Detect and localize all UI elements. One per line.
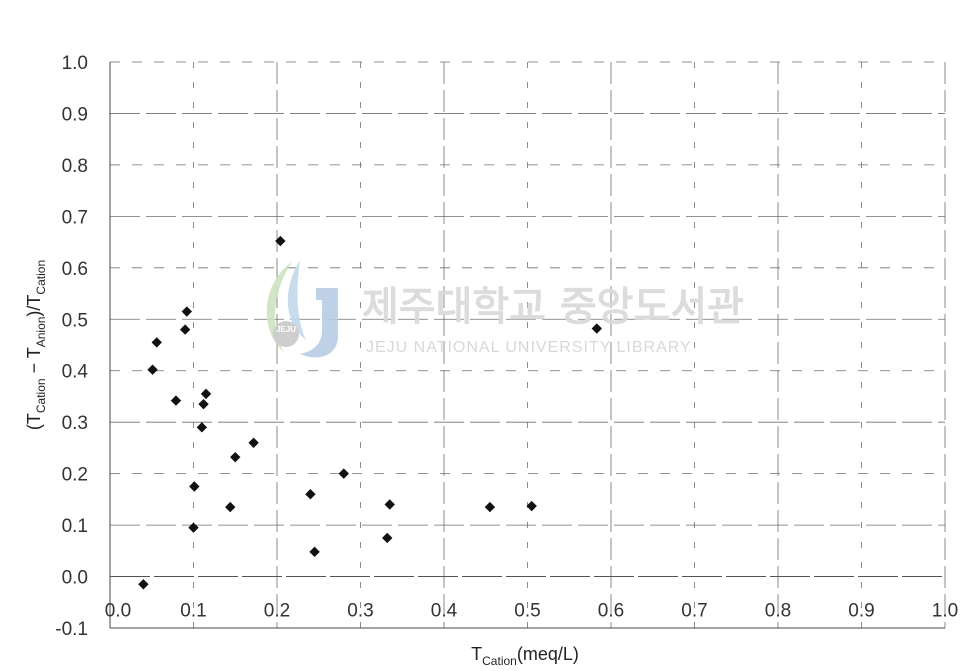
y-tick-label: 0.1 — [62, 516, 88, 537]
y-tick-label: 0.2 — [62, 465, 88, 486]
data-point — [225, 501, 236, 513]
watermark-english: JEJU NATIONAL UNIVERSITY LIBRARY — [366, 339, 692, 356]
x-axis-title-main: T — [471, 644, 482, 664]
data-point — [198, 398, 209, 410]
x-tick-label: 1.0 — [932, 601, 958, 622]
data-point — [309, 546, 320, 558]
y-tick-label: 0.4 — [62, 362, 89, 383]
x-tick-label: 0.9 — [848, 601, 874, 622]
x-tick-label: 0.6 — [598, 601, 624, 622]
x-axis-title-subscript: Cation — [482, 654, 517, 668]
y-tick-label: 0.7 — [62, 207, 88, 228]
x-tick-labels: 0.0 0.1 0.2 0.3 0.4 0.5 0.6 0.7 0.8 0.9 1.0 — [105, 601, 958, 622]
data-point — [484, 501, 496, 513]
data-point — [179, 324, 191, 335]
y-tick-label: -0.1 — [55, 619, 88, 640]
data-point — [189, 481, 200, 492]
x-tick-label: 0.2 — [264, 601, 290, 622]
data-point — [200, 388, 212, 400]
data-point — [338, 468, 349, 479]
axes — [109, 62, 945, 629]
y-tick-label: 0.9 — [62, 104, 88, 125]
watermark-korean: 제주대학교 중앙도서관 — [362, 284, 744, 330]
x-tick-label: 0.1 — [180, 601, 206, 622]
data-point — [170, 395, 182, 406]
x-tick-label: 0.8 — [765, 601, 791, 622]
x-tick-label: 0.5 — [514, 601, 540, 622]
y-tick-label: 0.6 — [62, 259, 88, 280]
data-point — [151, 337, 162, 348]
data-point — [138, 579, 149, 590]
y-axis-title-sub1: Cation — [34, 378, 48, 413]
y-tick-label: 1.0 — [62, 53, 88, 74]
data-point — [188, 522, 199, 533]
y-tick-label: 0.3 — [62, 413, 88, 434]
y-tick-label: 0.8 — [62, 156, 88, 177]
x-tick-label: 0.7 — [681, 601, 707, 622]
data-point — [384, 499, 395, 510]
x-axis-title-tail: (meq/L) — [517, 644, 579, 664]
data-point — [382, 532, 393, 544]
data-point — [196, 422, 208, 433]
y-axis-title: (TCation − TAnion)/TCation — [24, 260, 48, 430]
x-axis-title: TCation(meq/L) — [471, 644, 579, 668]
data-point — [147, 364, 158, 375]
y-axis-title-sub3: Cation — [34, 260, 48, 295]
y-axis-title-sub2: Anion — [34, 317, 48, 348]
x-tick-label: 0.0 — [105, 601, 131, 622]
library-watermark: JEJU 제주대학교 중앙도서관 JEJU NATIONAL UNIVERSIT… — [266, 260, 744, 358]
data-points — [138, 235, 603, 590]
logo-badge-text: JEJU — [276, 325, 296, 334]
data-point — [248, 437, 259, 448]
y-axis-title-part3: )/T — [24, 295, 44, 317]
y-tick-label: 0.5 — [62, 310, 88, 331]
data-point — [305, 489, 316, 500]
data-point — [181, 306, 193, 317]
data-point — [275, 235, 286, 247]
data-point — [230, 451, 241, 463]
y-tick-labels: -0.1 0.0 0.1 0.2 0.3 0.4 0.5 0.6 0.7 0.8 0.9 1.0 — [55, 53, 88, 640]
data-point — [591, 323, 603, 334]
data-point — [526, 500, 537, 512]
x-tick-label: 0.3 — [347, 601, 373, 622]
x-tick-label: 0.4 — [431, 601, 458, 622]
library-logo: JEJU — [266, 260, 338, 358]
y-axis-title-part1: (T — [24, 413, 44, 430]
y-tick-label: 0.0 — [62, 568, 88, 589]
y-axis-title-part2: − T — [24, 347, 44, 378]
